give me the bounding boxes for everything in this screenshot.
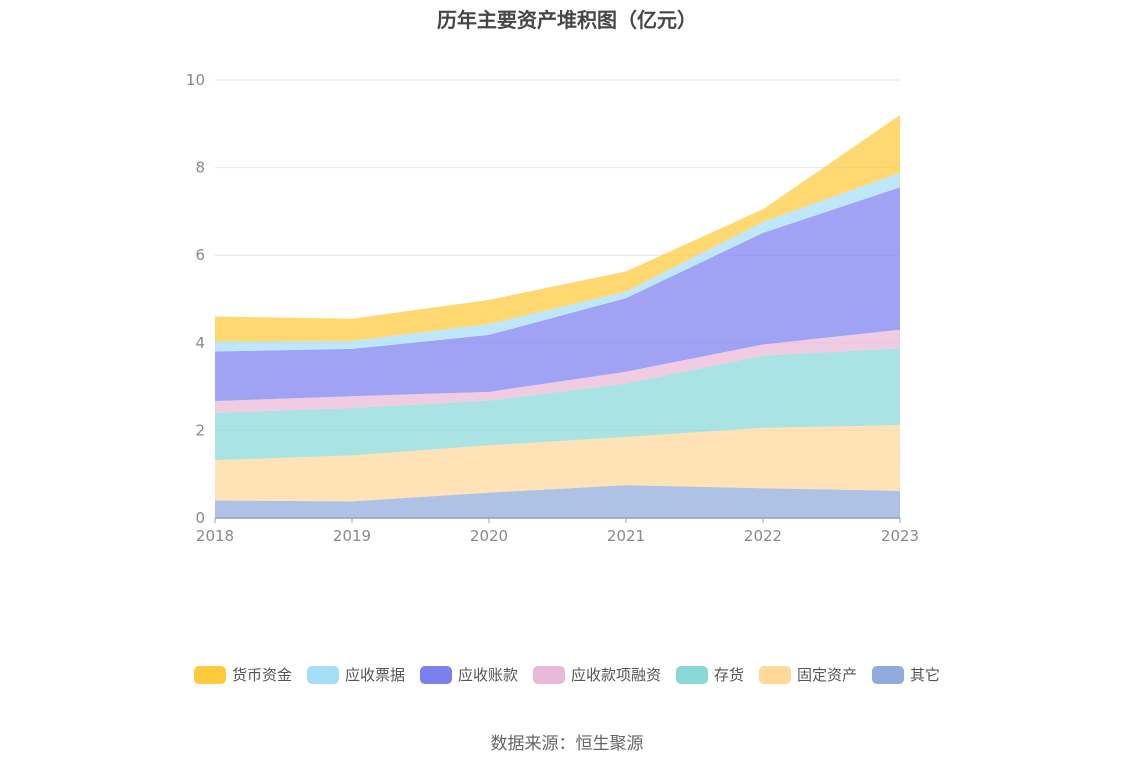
legend-item[interactable]: 存货 (676, 664, 744, 685)
legend-item[interactable]: 应收款项融资 (532, 664, 661, 685)
axes: 0 2 4 6 8 10 2018 2019 2020 2021 2022 2023 (186, 71, 919, 545)
legend: 货币资金 应收票据 应收账款 应收款项融资 存货 固定资产 其它 (0, 664, 1134, 685)
y-tick-label: 8 (195, 159, 205, 177)
area-固定资产 (215, 425, 900, 502)
area-应收票据 (215, 172, 900, 352)
area-存货 (215, 348, 900, 461)
legend-item[interactable]: 应收账款 (419, 664, 518, 685)
legend-swatch (676, 665, 708, 684)
legend-label: 存货 (714, 666, 745, 684)
y-tick-label: 4 (195, 334, 205, 352)
y-tick-label: 6 (195, 246, 205, 264)
legend-item[interactable]: 其它 (872, 664, 940, 685)
legend-label: 货币资金 (231, 666, 292, 684)
legend-item[interactable]: 应收票据 (306, 664, 405, 685)
y-tick-label: 10 (186, 71, 205, 89)
x-tick-label: 2019 (333, 527, 371, 545)
legend-label: 应收款项融资 (570, 666, 661, 684)
x-tick-label: 2023 (881, 527, 919, 545)
x-tick-label: 2018 (196, 527, 234, 545)
x-tick-label: 2022 (744, 527, 782, 545)
y-tick-label: 0 (195, 509, 205, 527)
legend-swatch (532, 665, 565, 684)
legend-label: 固定资产 (797, 666, 858, 684)
legend-swatch (419, 665, 452, 684)
legend-swatch (872, 665, 905, 684)
area-应收款项融资 (215, 329, 900, 413)
legend-swatch (306, 665, 339, 684)
area-货币资金 (215, 115, 900, 342)
chart-title: 历年主要资产堆积图（亿元） (437, 8, 697, 32)
area-应收账款 (215, 187, 900, 402)
area-其它 (215, 485, 900, 518)
area-series (215, 115, 900, 518)
legend-item[interactable]: 固定资产 (759, 664, 857, 685)
source-note: 数据来源：恒生聚源 (490, 734, 644, 754)
x-tick-label: 2020 (470, 527, 508, 545)
legend-item[interactable]: 货币资金 (193, 664, 292, 685)
legend-swatch (759, 665, 792, 684)
y-tick-label: 2 (195, 421, 205, 439)
legend-label: 应收账款 (457, 666, 518, 684)
legend-swatch (193, 665, 226, 684)
legend-label: 其它 (910, 666, 941, 684)
x-tick-label: 2021 (607, 527, 645, 545)
legend-label: 应收票据 (344, 666, 405, 684)
